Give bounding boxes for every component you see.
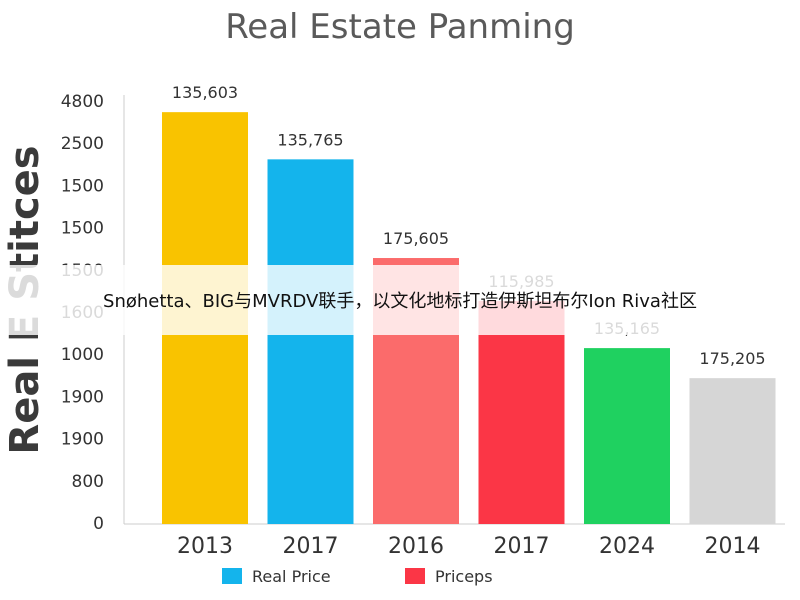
legend-swatch (222, 568, 242, 584)
bar (689, 378, 776, 524)
x-tick-label: 2013 (177, 534, 233, 559)
y-tick-label: 4800 (61, 92, 104, 112)
x-tick-label: 2024 (599, 534, 655, 559)
bar (267, 159, 354, 524)
y-tick-label: 1000 (61, 345, 104, 365)
caption-text: Snøhetta、BIG与MVRDV联手，以文化地标打造伊斯坦布尔Ion Riv… (103, 291, 697, 312)
data-label: 135,765 (277, 130, 343, 149)
legend-swatch (405, 568, 425, 584)
data-label: 175,205 (699, 349, 765, 368)
y-tick-label: 1900 (61, 387, 104, 407)
y-tick-label: 800 (72, 472, 104, 492)
y-tick-label: 1500 (61, 219, 104, 239)
legend: Real Price Priceps (222, 567, 493, 586)
y-tick-label: 1500 (61, 176, 104, 196)
bars (162, 112, 776, 524)
legend-label: Priceps (435, 567, 493, 586)
y-tick-label: 0 (93, 514, 104, 534)
x-tick-label: 2016 (388, 534, 444, 559)
x-tick-label: 2014 (705, 534, 761, 559)
x-tick-label: 2017 (283, 534, 339, 559)
chart-title: Real Estate Panming (225, 7, 575, 47)
data-label: 175,605 (383, 229, 449, 248)
y-tick-label: 1900 (61, 430, 104, 450)
caption-band (0, 265, 800, 335)
x-tick-labels: 2013 2017 2016 2017 2024 2014 (177, 534, 761, 559)
legend-label: Real Price (252, 567, 331, 586)
bar (478, 300, 565, 524)
x-tick-label: 2017 (494, 534, 550, 559)
bar (584, 348, 670, 524)
y-tick-label: 2500 (61, 134, 104, 154)
data-label: 135,603 (172, 83, 238, 102)
